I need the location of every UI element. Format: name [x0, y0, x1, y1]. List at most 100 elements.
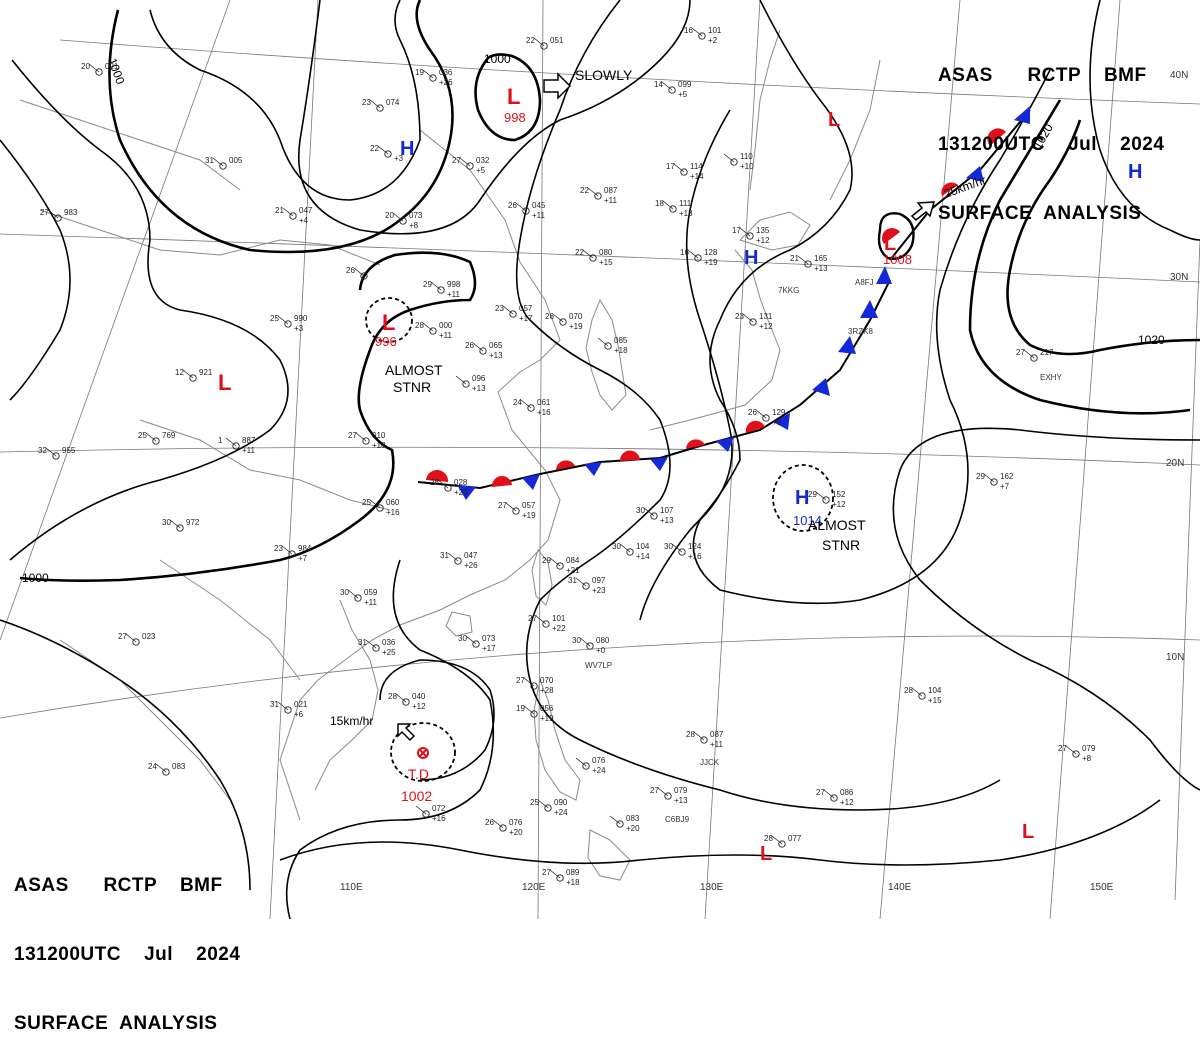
station-pressure: 065 — [489, 341, 503, 350]
slowly-label: SLOWLY — [575, 67, 633, 83]
station-pressure: 083 — [626, 814, 640, 823]
td-label: T.D — [408, 766, 429, 782]
station-temperature: 22 — [370, 144, 379, 153]
station-temperature: 25 — [530, 798, 539, 807]
station-pressure: 074 — [386, 98, 400, 107]
station-pressure: 087 — [710, 730, 724, 739]
station-pressure: 099 — [678, 80, 692, 89]
lon-label-150e: 150E — [1090, 882, 1114, 893]
station-tendency: +26 — [464, 561, 478, 570]
station-pressure: 124 — [688, 542, 702, 551]
station-tendency: +19 — [522, 511, 536, 520]
station-temperature: 26 — [508, 201, 517, 210]
station-temperature: 30 — [340, 588, 349, 597]
station-tendency: +0 — [596, 646, 606, 655]
station-pressure: 128 — [704, 248, 718, 257]
station-temperature: 29 — [808, 490, 817, 499]
station-temperature: 28 — [415, 321, 424, 330]
station-pressure: 070 — [540, 676, 554, 685]
station-pressure: 077 — [788, 834, 802, 843]
station-tendency: +23 — [592, 586, 606, 595]
ship-id: JJCK — [700, 758, 720, 767]
station-pressure: 051 — [550, 36, 564, 45]
station-pressure: 101 — [552, 614, 566, 623]
station-pressure: 073 — [482, 634, 496, 643]
station-temperature: 16 — [684, 26, 693, 35]
station-tendency: +10 — [740, 162, 754, 171]
chart-header-bottom-left: ASAS RCTP BMF 131200UTC Jul 2024 SURFACE… — [14, 828, 240, 1058]
speed-label: 15km/hr — [330, 714, 373, 728]
low-symbol: L — [760, 843, 772, 865]
low-symbol: L — [828, 109, 840, 131]
station-temperature: 27 — [1016, 348, 1025, 357]
station-temperature: 22 — [575, 248, 584, 257]
station-temperature: 27 — [650, 786, 659, 795]
station-temperature: 26 — [465, 341, 474, 350]
station-tendency: +26 — [439, 78, 453, 87]
station-temperature: 28 — [904, 686, 913, 695]
station-pressure: 107 — [660, 506, 674, 515]
station-pressure: 080 — [596, 636, 610, 645]
station-pressure: 079 — [674, 786, 688, 795]
station-pressure: 057 — [522, 501, 536, 510]
ship-id: WV7LP — [585, 661, 612, 670]
lon-label-120e: 120E — [522, 882, 546, 893]
station-temperature: 23 — [274, 544, 283, 553]
station-temperature: 27 — [118, 632, 127, 641]
station-tendency: +3 — [394, 154, 404, 163]
station-pressure: 083 — [172, 762, 186, 771]
station-pressure: 921 — [199, 368, 213, 377]
station-pressure: 086 — [840, 788, 854, 797]
station-tendency: +21 — [566, 566, 580, 575]
station-tendency: +12 — [832, 500, 846, 509]
station-pressure: 955 — [62, 446, 76, 455]
lat-label-40n: 40N — [1170, 70, 1188, 81]
station-pressure: 087 — [604, 186, 618, 195]
isobar-label: 1000 — [22, 571, 49, 585]
station-temperature: 31 — [205, 156, 214, 165]
station-temperature: 25 — [362, 498, 371, 507]
header-line-3: SURFACE ANALYSIS — [14, 1012, 240, 1035]
station-tendency: +12 — [759, 322, 773, 331]
station-pressure: 072 — [432, 804, 446, 813]
station-temperature: 24 — [148, 762, 157, 771]
header-line-3: SURFACE ANALYSIS — [938, 202, 1164, 225]
station-temperature: 31 — [358, 638, 367, 647]
station-pressure: 047 — [299, 206, 313, 215]
station-pressure: 028 — [454, 478, 468, 487]
station-pressure: 998 — [447, 280, 461, 289]
low-pressure-value: 996 — [375, 334, 397, 349]
lat-label-30n: 30N — [1170, 272, 1188, 283]
station-tendency: +13 — [679, 209, 693, 218]
station-tendency: +20 — [626, 824, 640, 833]
station-temperature: 30 — [636, 506, 645, 515]
station-temperature: 29 — [542, 556, 551, 565]
station-pressure: 010 — [372, 431, 386, 440]
station-temperature: 30 — [162, 518, 171, 527]
station-temperature: 24 — [513, 398, 522, 407]
station-temperature: 27 — [498, 501, 507, 510]
station-tendency: +11 — [439, 331, 453, 340]
station-tendency: +11 — [364, 598, 378, 607]
station-temperature: 26 — [545, 312, 554, 321]
station-pressure: 111 — [679, 199, 692, 208]
station-pressure: 984 — [298, 544, 312, 553]
chart-header-top-right: ASAS RCTP BMF 131200UTC Jul 2024 SURFACE… — [938, 18, 1164, 248]
station-temperature: 30 — [458, 634, 467, 643]
station-tendency: +14 — [636, 552, 650, 561]
station-pressure: 217 — [1040, 348, 1054, 357]
ship-id: EXHY — [1040, 373, 1062, 382]
station-pressure: 023 — [142, 632, 156, 641]
station-pressure: 079 — [1082, 744, 1096, 753]
station-pressure: 073 — [409, 211, 423, 220]
station-tendency: +18 — [614, 346, 628, 355]
station-pressure: 131 — [759, 312, 773, 321]
station-pressure: 990 — [294, 314, 308, 323]
station-pressure: 084 — [566, 556, 580, 565]
station-pressure: 090 — [554, 798, 568, 807]
low-symbol: L — [382, 310, 395, 335]
station-temperature: 28 — [686, 730, 695, 739]
station-tendency: +11 — [532, 211, 546, 220]
station-temperature: 32 — [38, 446, 47, 455]
station-tendency: +16 — [688, 552, 702, 561]
